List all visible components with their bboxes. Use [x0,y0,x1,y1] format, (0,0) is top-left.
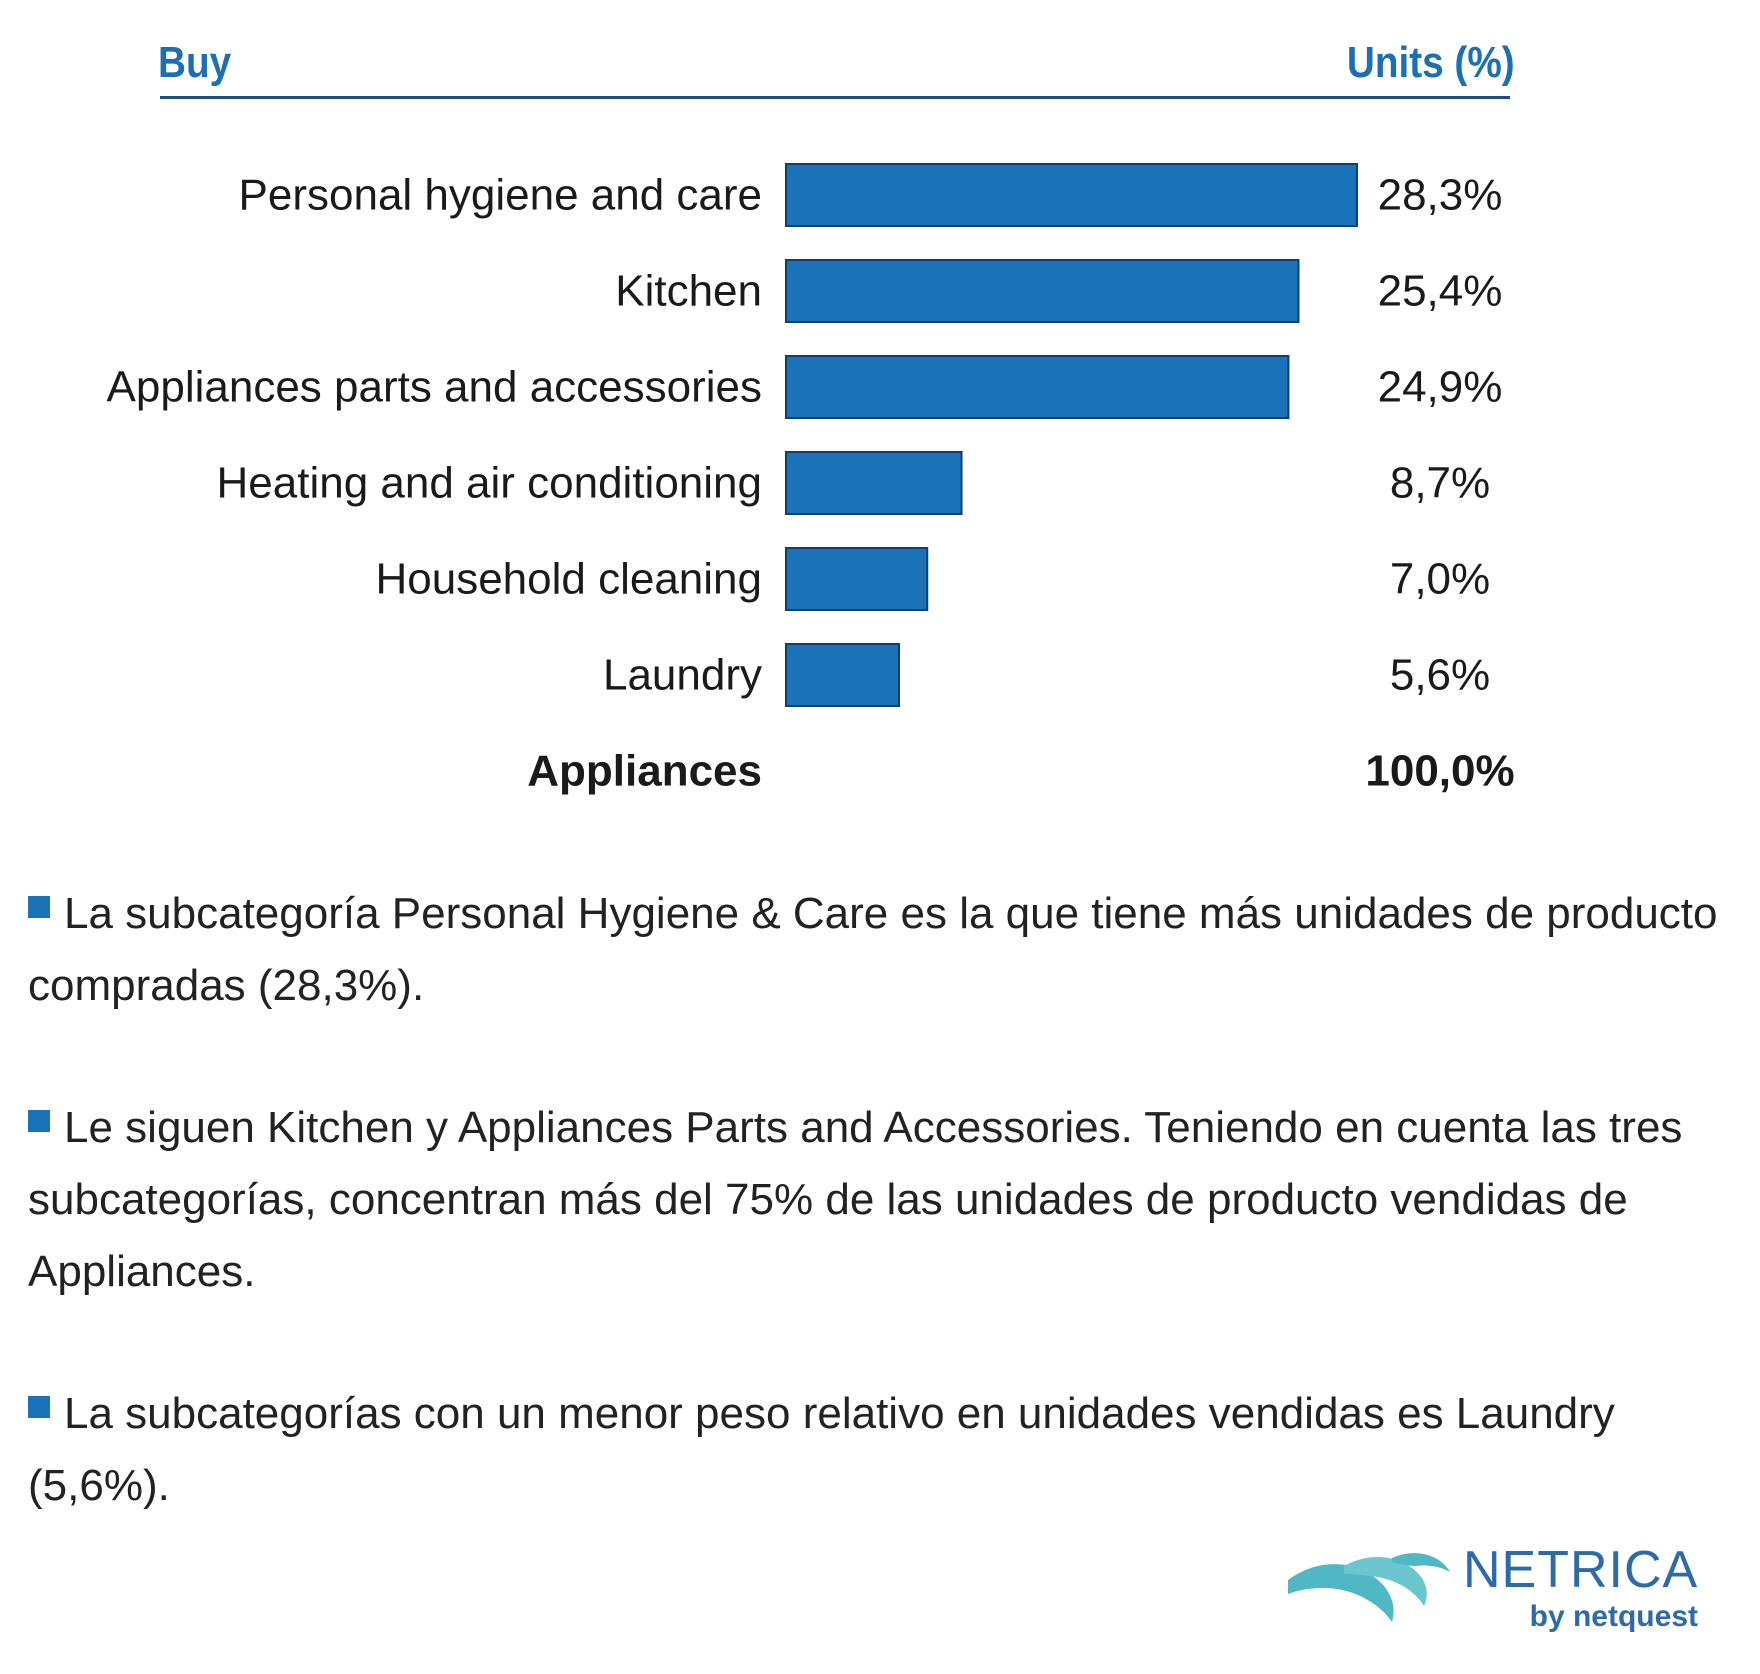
netrica-wave-icon [1288,1553,1450,1622]
bullet-text: Le siguen Kitchen y Appliances Parts and… [28,1103,1683,1296]
category-label: Appliances parts and accessories [107,363,762,412]
bar [785,259,1300,323]
total-value-label: 100,0% [1365,747,1514,796]
value-label: 25,4% [1378,267,1503,316]
brand-subtitle: by netquest [1529,1600,1698,1633]
header-buy: Buy [158,38,232,87]
category-label: Kitchen [615,267,762,316]
bar [785,355,1290,419]
value-label: 8,7% [1390,459,1490,508]
category-label: Heating and air conditioning [217,459,763,508]
brand-name: NETRICA [1463,1541,1699,1599]
bullet-square-icon [28,1396,50,1418]
bar [785,451,963,515]
bar [785,643,900,707]
bullet-text: La subcategorías con un menor peso relat… [28,1389,1615,1510]
bullet-text: La subcategoría Personal Hygiene & Care … [28,889,1718,1010]
category-label: Laundry [603,651,762,700]
bullet-item: La subcategorías con un menor peso relat… [28,1378,1728,1522]
category-label: Household cleaning [375,555,762,604]
value-label: 28,3% [1378,171,1503,220]
value-label: 5,6% [1390,651,1490,700]
bullet-item: La subcategoría Personal Hygiene & Care … [28,878,1728,1022]
header-divider [160,96,1510,99]
category-label: Personal hygiene and care [239,171,762,220]
bar-chart: Personal hygiene and care 28,3% Kitchen 25,… [107,163,1515,796]
total-label: Appliances [527,747,762,796]
bullet-item: Le siguen Kitchen y Appliances Parts and… [28,1092,1728,1308]
bullet-square-icon [28,1110,50,1132]
bar [785,163,1358,227]
netrica-logo: NETRICA by netquest [1280,1538,1720,1638]
bar [785,547,929,611]
value-label: 24,9% [1378,363,1503,412]
bullet-list: La subcategoría Personal Hygiene & Care … [28,878,1728,1592]
header-units: Units (%) [1347,38,1515,87]
value-label: 7,0% [1390,555,1490,604]
bullet-square-icon [28,896,50,918]
